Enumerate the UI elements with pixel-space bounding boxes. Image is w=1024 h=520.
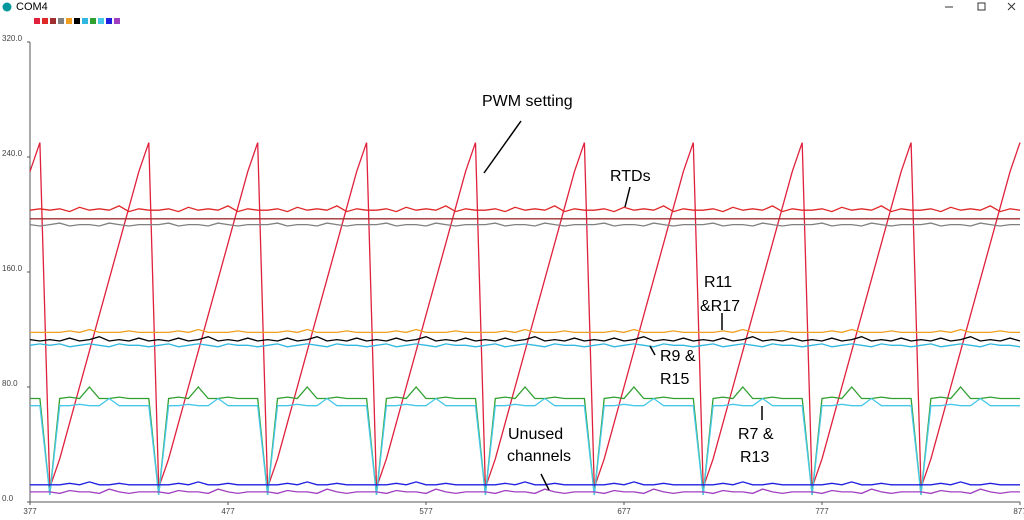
annotation: channels bbox=[507, 448, 571, 465]
x-tick-label: 377 bbox=[23, 507, 37, 516]
annotation: &R17 bbox=[700, 298, 740, 315]
annotation-arrow bbox=[649, 345, 656, 356]
annotation: R7 & bbox=[738, 426, 774, 443]
series-line bbox=[30, 386, 1020, 495]
maximize-button[interactable] bbox=[977, 2, 986, 11]
window-title: COM4 bbox=[16, 1, 48, 13]
x-tick-label: 577 bbox=[419, 507, 433, 516]
y-tick-label: 240.0 bbox=[2, 149, 23, 158]
app-icon bbox=[2, 2, 12, 12]
legend-swatch bbox=[106, 18, 112, 24]
annotation: R11 bbox=[704, 274, 732, 291]
close-button[interactable] bbox=[1007, 2, 1016, 11]
plot-lines bbox=[29, 142, 1021, 495]
annotation: R15 bbox=[660, 371, 689, 388]
x-tick-label: 677 bbox=[617, 507, 631, 516]
series-line bbox=[30, 488, 1020, 495]
annotation-arrow bbox=[483, 120, 522, 174]
series-line bbox=[30, 481, 1020, 486]
legend-swatch bbox=[98, 18, 104, 24]
legend-swatch bbox=[50, 18, 56, 24]
y-tick-label: 0.0 bbox=[2, 494, 14, 503]
window-controls bbox=[945, 2, 1016, 11]
x-tick-label: 877 bbox=[1013, 507, 1024, 516]
series-line bbox=[29, 222, 1020, 227]
x-tick-label: 477 bbox=[221, 507, 235, 516]
series-line bbox=[29, 205, 1021, 213]
annotations bbox=[483, 120, 763, 491]
legend-swatch bbox=[74, 18, 80, 24]
legend-swatch bbox=[114, 18, 120, 24]
axes: 0.0 80.0 160.0 240.0 320.0 377 477 577 677 777 877 bbox=[2, 34, 1024, 516]
annotation: PWM setting bbox=[482, 93, 573, 110]
legend-swatch bbox=[34, 18, 40, 24]
series-line bbox=[29, 343, 1021, 348]
annotation: Unused bbox=[508, 426, 563, 443]
series-line bbox=[29, 336, 1021, 342]
annotation-arrow bbox=[624, 186, 631, 208]
legend bbox=[34, 18, 120, 24]
legend-swatch bbox=[58, 18, 64, 24]
series-line bbox=[30, 328, 1020, 334]
legend-swatch bbox=[66, 18, 72, 24]
legend-swatch bbox=[90, 18, 96, 24]
annotation: R9 & bbox=[660, 348, 696, 365]
annotation-arrow bbox=[540, 473, 550, 491]
x-tick-label: 777 bbox=[815, 507, 829, 516]
y-tick-label: 160.0 bbox=[2, 264, 23, 273]
annotation: R13 bbox=[740, 449, 769, 466]
annotation: RTDs bbox=[610, 168, 651, 185]
legend-swatch bbox=[82, 18, 88, 24]
y-tick-label: 80.0 bbox=[2, 379, 18, 388]
legend-swatch bbox=[42, 18, 48, 24]
series-line bbox=[30, 397, 1020, 495]
y-tick-label: 320.0 bbox=[2, 34, 23, 43]
